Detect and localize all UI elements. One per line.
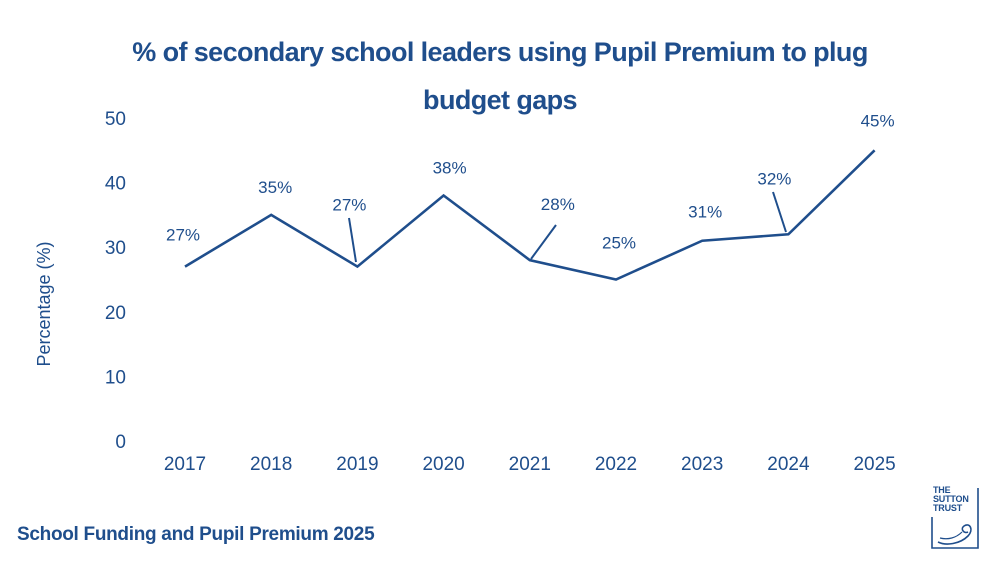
- x-tick-label: 2023: [681, 454, 723, 475]
- x-tick-label: 2019: [336, 454, 378, 475]
- y-tick-label: 30: [105, 238, 126, 259]
- y-tick-label: 0: [115, 432, 126, 453]
- data-label: 27%: [332, 196, 366, 215]
- data-label: 31%: [688, 203, 722, 222]
- data-label: 25%: [602, 234, 636, 253]
- x-tick-label: 2025: [853, 454, 895, 475]
- data-label-leader-line: [772, 191, 787, 233]
- data-label-leader-line: [348, 217, 357, 263]
- x-tick-label: 2018: [250, 454, 292, 475]
- data-label: 38%: [433, 159, 467, 178]
- logo-line-3: TRUST: [933, 503, 962, 513]
- data-label-leader-line: [530, 224, 557, 260]
- x-tick-label: 2021: [509, 454, 551, 475]
- y-axis-ticks: 0 10 20 30 40 50: [105, 109, 126, 453]
- data-label: 35%: [258, 178, 292, 197]
- x-tick-label: 2020: [422, 454, 464, 475]
- data-label: 32%: [757, 169, 791, 188]
- data-label: 27%: [166, 226, 200, 245]
- footer-label: School Funding and Pupil Premium 2025: [17, 524, 375, 545]
- sutton-trust-logo: THE SUTTON TRUST: [930, 486, 980, 550]
- y-axis-title: Percentage (%): [34, 241, 54, 366]
- logo-text: THE SUTTON TRUST: [933, 486, 977, 513]
- series-group: 27% 35% 27% 38% 28% 25% 31% 32% 45%: [166, 111, 895, 281]
- chart-title: % of secondary school leaders using Pupi…: [132, 37, 868, 115]
- data-label: 28%: [541, 195, 575, 214]
- x-axis-ticks: 2017 2018 2019 2020 2021 2022 2023 2024 2025: [164, 454, 896, 475]
- x-tick-label: 2022: [595, 454, 637, 475]
- logo-line-1: THE: [933, 485, 951, 495]
- x-tick-label: 2024: [767, 454, 810, 475]
- y-tick-label: 40: [105, 174, 126, 195]
- y-tick-label: 50: [105, 109, 126, 130]
- data-label: 45%: [861, 111, 895, 130]
- series-line: [184, 149, 876, 281]
- logo-line-2: SUTTON: [933, 494, 969, 504]
- y-tick-label: 20: [105, 303, 126, 324]
- x-tick-label: 2017: [164, 454, 206, 475]
- y-tick-label: 10: [105, 367, 126, 388]
- logo-swan-icon: [931, 488, 979, 549]
